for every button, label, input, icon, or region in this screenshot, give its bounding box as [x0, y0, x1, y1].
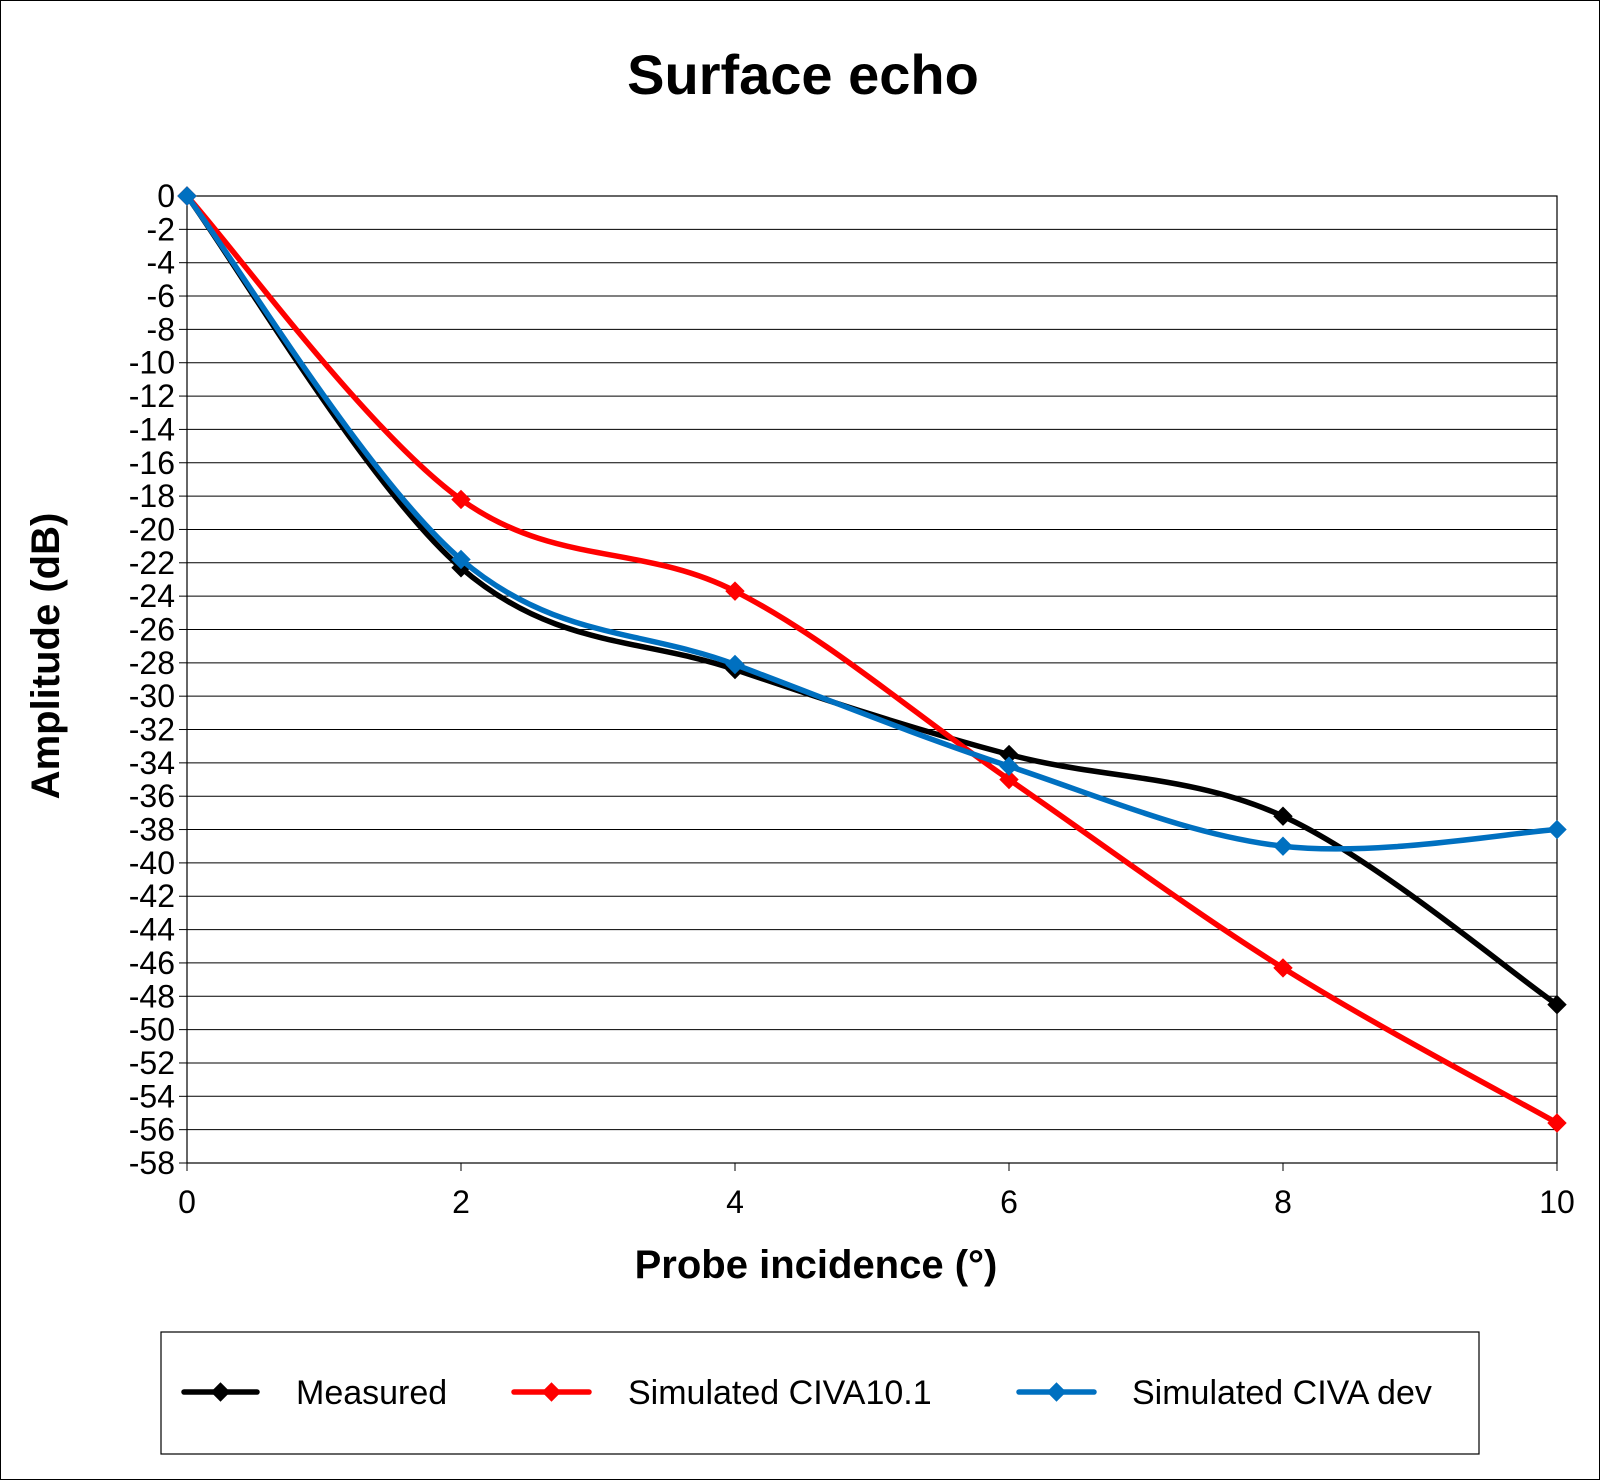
- y-tick-label: -32: [129, 712, 175, 748]
- y-tick-label: -12: [129, 378, 175, 414]
- series-3: [177, 186, 1567, 856]
- legend-label: Measured: [296, 1374, 447, 1412]
- y-tick-label: -42: [129, 878, 175, 914]
- data-point-marker: [451, 549, 471, 570]
- data-point-marker: [1273, 958, 1293, 978]
- y-tick-label: -28: [129, 645, 175, 681]
- series-line: [184, 193, 1560, 852]
- y-tick-label: -46: [129, 945, 175, 981]
- y-tick-label: -52: [129, 1045, 175, 1081]
- series-2: [177, 186, 1567, 1133]
- legend: Measured Simulated CIVA10.1 Simulated CIVA…: [181, 1374, 1432, 1412]
- legend-box: [160, 1331, 1480, 1455]
- x-tick-label: 2: [452, 1184, 470, 1220]
- legend-item: Measured: [181, 1374, 447, 1412]
- y-tick-label: -20: [129, 511, 175, 547]
- legend-label: Simulated CIVA10.1: [628, 1374, 932, 1412]
- y-tick-label: -8: [147, 311, 175, 347]
- data-point-marker: [999, 756, 1019, 776]
- y-tick-label: -4: [147, 245, 175, 281]
- plot-area-frame: [186, 195, 1558, 1164]
- y-tick-label: -14: [129, 411, 175, 447]
- legend-swatch-marker: [1046, 1382, 1067, 1402]
- y-tick-label: -50: [129, 1012, 175, 1048]
- data-point-marker: [999, 769, 1019, 790]
- x-axis-title: Probe incidence (°): [635, 1243, 998, 1287]
- x-axis-ticks: 0 2 4 6 8 10: [178, 1163, 1575, 1220]
- series-line: [184, 193, 1560, 1008]
- legend-swatch-marker: [541, 1382, 562, 1402]
- data-point-marker: [1547, 994, 1567, 1015]
- x-tick-label: 8: [1274, 1184, 1292, 1220]
- y-tick-label: -18: [129, 478, 175, 514]
- legend-item: Simulated CIVA10.1: [511, 1374, 932, 1412]
- data-point-marker: [725, 654, 745, 675]
- data-point-marker: [725, 581, 745, 601]
- y-tick-label: 0: [157, 178, 175, 214]
- y-tick-label: -40: [129, 845, 175, 881]
- y-tick-label: -54: [129, 1078, 175, 1114]
- data-point-marker: [1547, 819, 1567, 840]
- y-tick-label: -22: [129, 545, 175, 581]
- data-point-marker: [1273, 836, 1293, 856]
- y-tick-label: -48: [129, 978, 175, 1014]
- y-tick-label: -36: [129, 778, 175, 814]
- y-tick-label: -56: [129, 1112, 175, 1148]
- y-tick-label: -26: [129, 611, 175, 647]
- legend-swatch-marker: [210, 1382, 231, 1402]
- y-tick-label: -6: [147, 278, 175, 314]
- data-point-marker: [1273, 806, 1293, 826]
- x-tick-label: 4: [726, 1184, 744, 1220]
- data-point-marker: [451, 489, 471, 510]
- series-1: [177, 186, 1567, 1015]
- y-axis-ticks: 0-2-4-6-8-10-12-14-16-18-20-22-24-26-28-…: [129, 178, 187, 1181]
- grid-lines: [187, 195, 1557, 1164]
- y-tick-label: -16: [129, 445, 175, 481]
- y-tick-label: -44: [129, 912, 175, 948]
- x-tick-label: 10: [1539, 1184, 1575, 1220]
- y-tick-label: -10: [129, 345, 175, 381]
- y-axis-title: Amplitude (dB): [24, 513, 68, 800]
- y-tick-label: -58: [129, 1145, 175, 1181]
- data-point-marker: [177, 186, 197, 206]
- series-group: [177, 186, 1567, 1133]
- x-tick-label: 0: [178, 1184, 196, 1220]
- legend-item: Simulated CIVA dev: [1016, 1374, 1432, 1412]
- y-tick-label: -30: [129, 678, 175, 714]
- y-tick-label: -2: [147, 211, 175, 247]
- chart-title: Surface echo: [627, 43, 979, 106]
- legend-label: Simulated CIVA dev: [1132, 1374, 1432, 1412]
- y-tick-label: -38: [129, 812, 175, 848]
- series-line: [184, 193, 1560, 1126]
- x-tick-label: 6: [1000, 1184, 1018, 1220]
- data-point-marker: [1547, 1113, 1567, 1133]
- y-tick-label: -24: [129, 578, 175, 614]
- y-tick-label: -34: [129, 745, 175, 781]
